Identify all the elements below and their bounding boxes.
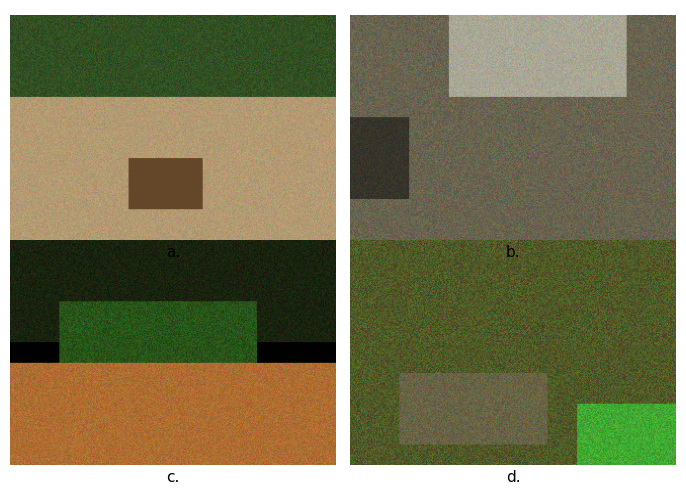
Text: a.: a.	[166, 245, 180, 260]
Text: b.: b.	[506, 245, 521, 260]
Text: c.: c.	[166, 470, 180, 485]
Text: d.: d.	[506, 470, 521, 485]
